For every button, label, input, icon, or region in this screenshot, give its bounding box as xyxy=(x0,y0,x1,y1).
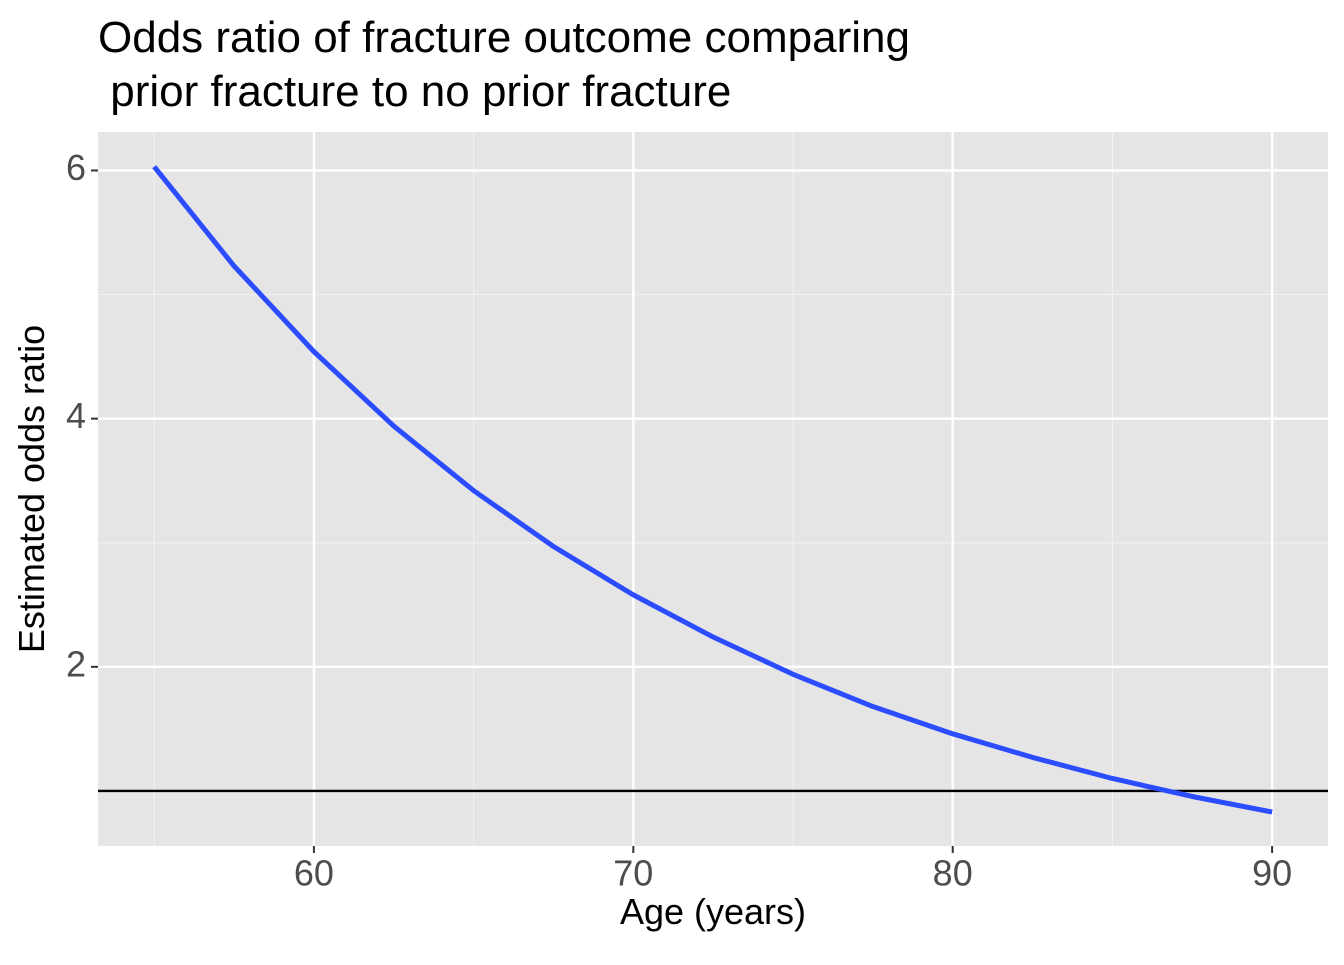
chart-title: prior fracture to no prior fracture xyxy=(98,67,731,116)
data-line xyxy=(152,165,1273,815)
panel xyxy=(98,132,1328,846)
y-tick-label: 2 xyxy=(66,643,86,684)
x-tick-label: 70 xyxy=(613,853,653,894)
x-axis-label: Age (years) xyxy=(620,891,806,932)
y-axis-label: Estimated odds ratio xyxy=(11,325,52,653)
chart-title: Odds ratio of fracture outcome comparing xyxy=(98,13,910,62)
x-tick-label: 80 xyxy=(933,853,973,894)
y-tick-label: 6 xyxy=(66,147,86,188)
x-tick-label: 60 xyxy=(294,853,334,894)
x-tick-label: 90 xyxy=(1252,853,1292,894)
y-tick-label: 4 xyxy=(66,395,86,436)
